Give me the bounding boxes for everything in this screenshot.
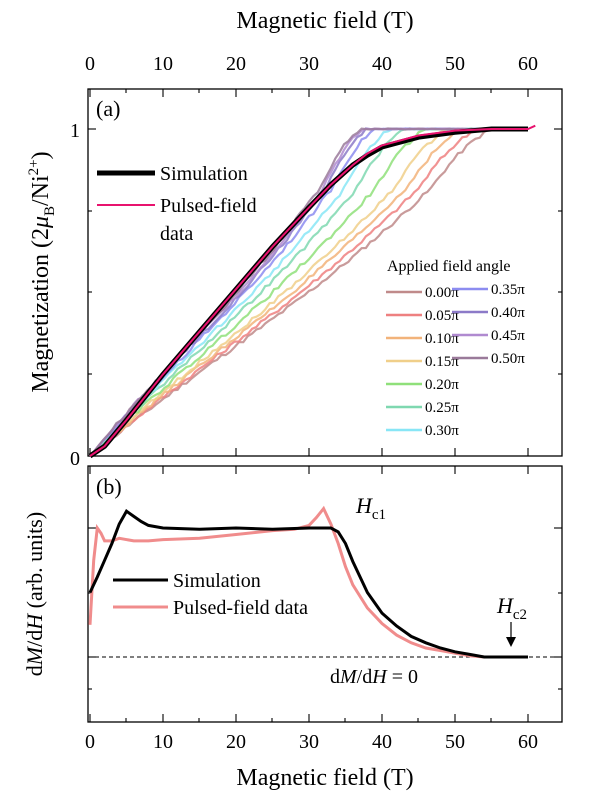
- angle-legend-label-0: 0.00π: [425, 285, 459, 301]
- panel-b-tick-0: 0: [85, 731, 95, 753]
- angle-legend-item-7: 0.35π: [452, 282, 525, 298]
- hc2-annotation: Hc2: [496, 593, 527, 623]
- panel-b-tick-20: 20: [226, 731, 246, 753]
- angle-series-line-2: [89, 127, 524, 457]
- panel-a-ytick-1: 1: [70, 120, 80, 142]
- angle-legend-label-3: 0.15π: [425, 354, 459, 370]
- angle-legend-label-7: 0.35π: [491, 282, 525, 298]
- panel-a: Magnetic field (T) 0 10 20 30 40 50 60 0…: [26, 8, 563, 470]
- angle-legend-item-9: 0.45π: [452, 328, 525, 344]
- panel-b-xticklabels: 0 10 20 30 40 50 60: [85, 731, 538, 753]
- panel-a-simulation-line: [88, 126, 528, 459]
- angle-legend-title: Applied field angle: [387, 258, 511, 275]
- panel-a-top-tick-30: 30: [299, 53, 319, 75]
- panel-a-top-tick-10: 10: [153, 53, 173, 75]
- angle-legend-item-1: 0.05π: [386, 308, 459, 324]
- angle-legend-label-1: 0.05π: [425, 308, 459, 324]
- hc1-annotation: Hc1: [355, 493, 386, 523]
- panel-b-tick-60: 60: [518, 731, 538, 753]
- panel-a-ytick-0: 0: [70, 448, 80, 470]
- hc2-arrow: [506, 622, 516, 647]
- panel-b-ticks: [88, 466, 562, 722]
- angle-legend-label-9: 0.45π: [491, 328, 525, 344]
- panel-a-label: (a): [96, 96, 120, 121]
- panel-b-tick-40: 40: [372, 731, 392, 753]
- angle-legend-item-4: 0.20π: [386, 377, 459, 393]
- angle-series-line-1: [89, 127, 524, 457]
- panel-a-legend: Simulation Pulsed-field data: [97, 163, 257, 245]
- legend-pulsed-label: Pulsed-field: [160, 195, 257, 217]
- panel-b-xlabel: Magnetic field (T): [236, 765, 413, 791]
- panel-a-pulsed-field-line: [89, 124, 536, 457]
- angle-series-line-0: [89, 127, 524, 457]
- panel-a-top-xlabel: Magnetic field (T): [236, 8, 413, 34]
- legend-pulsed-label-2: data: [160, 223, 193, 245]
- panel-a-top-ticklabels: 0 10 20 30 40 50 60: [85, 53, 538, 75]
- panel-b-frame: [87, 465, 563, 723]
- legend-b-pulsed-label: Pulsed-field data: [173, 597, 308, 619]
- angle-legend-label-10: 0.50π: [491, 351, 525, 367]
- panel-b: 0 10 20 30 40 50 60 Magnetic field (T) d…: [22, 465, 563, 791]
- angle-legend-label-5: 0.25π: [425, 400, 459, 416]
- angle-legend-label-4: 0.20π: [425, 377, 459, 393]
- panel-a-frame: [87, 88, 563, 457]
- angle-legend-item-10: 0.50π: [452, 351, 525, 367]
- angle-legend-item-0: 0.00π: [386, 285, 459, 301]
- panel-b-pulsed-field-line: [88, 505, 528, 659]
- angle-legend-label-2: 0.10π: [425, 331, 459, 347]
- angle-legend: 0.00π 0.05π 0.10π 0.15π 0.20π 0.25π 0.30π 0.35π…: [386, 282, 525, 439]
- zero-line-annotation: dM/dH = 0: [330, 666, 418, 688]
- angle-legend-item-5: 0.25π: [386, 400, 459, 416]
- panel-b-legend: Simulation Pulsed-field data: [113, 570, 308, 619]
- angle-legend-item-8: 0.40π: [452, 305, 525, 321]
- angle-legend-item-2: 0.10π: [386, 331, 459, 347]
- panel-b-label: (b): [96, 474, 122, 499]
- panel-b-tick-10: 10: [153, 731, 173, 753]
- legend-simulation-label: Simulation: [160, 163, 248, 185]
- panel-b-simulation-line: [88, 509, 528, 659]
- panel-a-ylabel: Magnetization (2μB/Ni2+): [26, 151, 58, 392]
- legend-b-simulation-label: Simulation: [173, 570, 261, 592]
- panel-b-tick-30: 30: [299, 731, 319, 753]
- angle-legend-label-8: 0.40π: [491, 305, 525, 321]
- panel-a-top-tick-40: 40: [372, 53, 392, 75]
- angle-legend-item-6: 0.30π: [386, 423, 459, 439]
- angle-legend-item-3: 0.15π: [386, 354, 459, 370]
- panel-b-tick-50: 50: [445, 731, 465, 753]
- angle-legend-label-6: 0.30π: [425, 423, 459, 439]
- panel-a-top-tick-0: 0: [85, 53, 95, 75]
- panel-a-top-tick-60: 60: [518, 53, 538, 75]
- panel-b-ylabel: dM/dH (arb. units): [22, 512, 47, 676]
- panel-a-top-tick-20: 20: [226, 53, 246, 75]
- panel-a-top-tick-50: 50: [445, 53, 465, 75]
